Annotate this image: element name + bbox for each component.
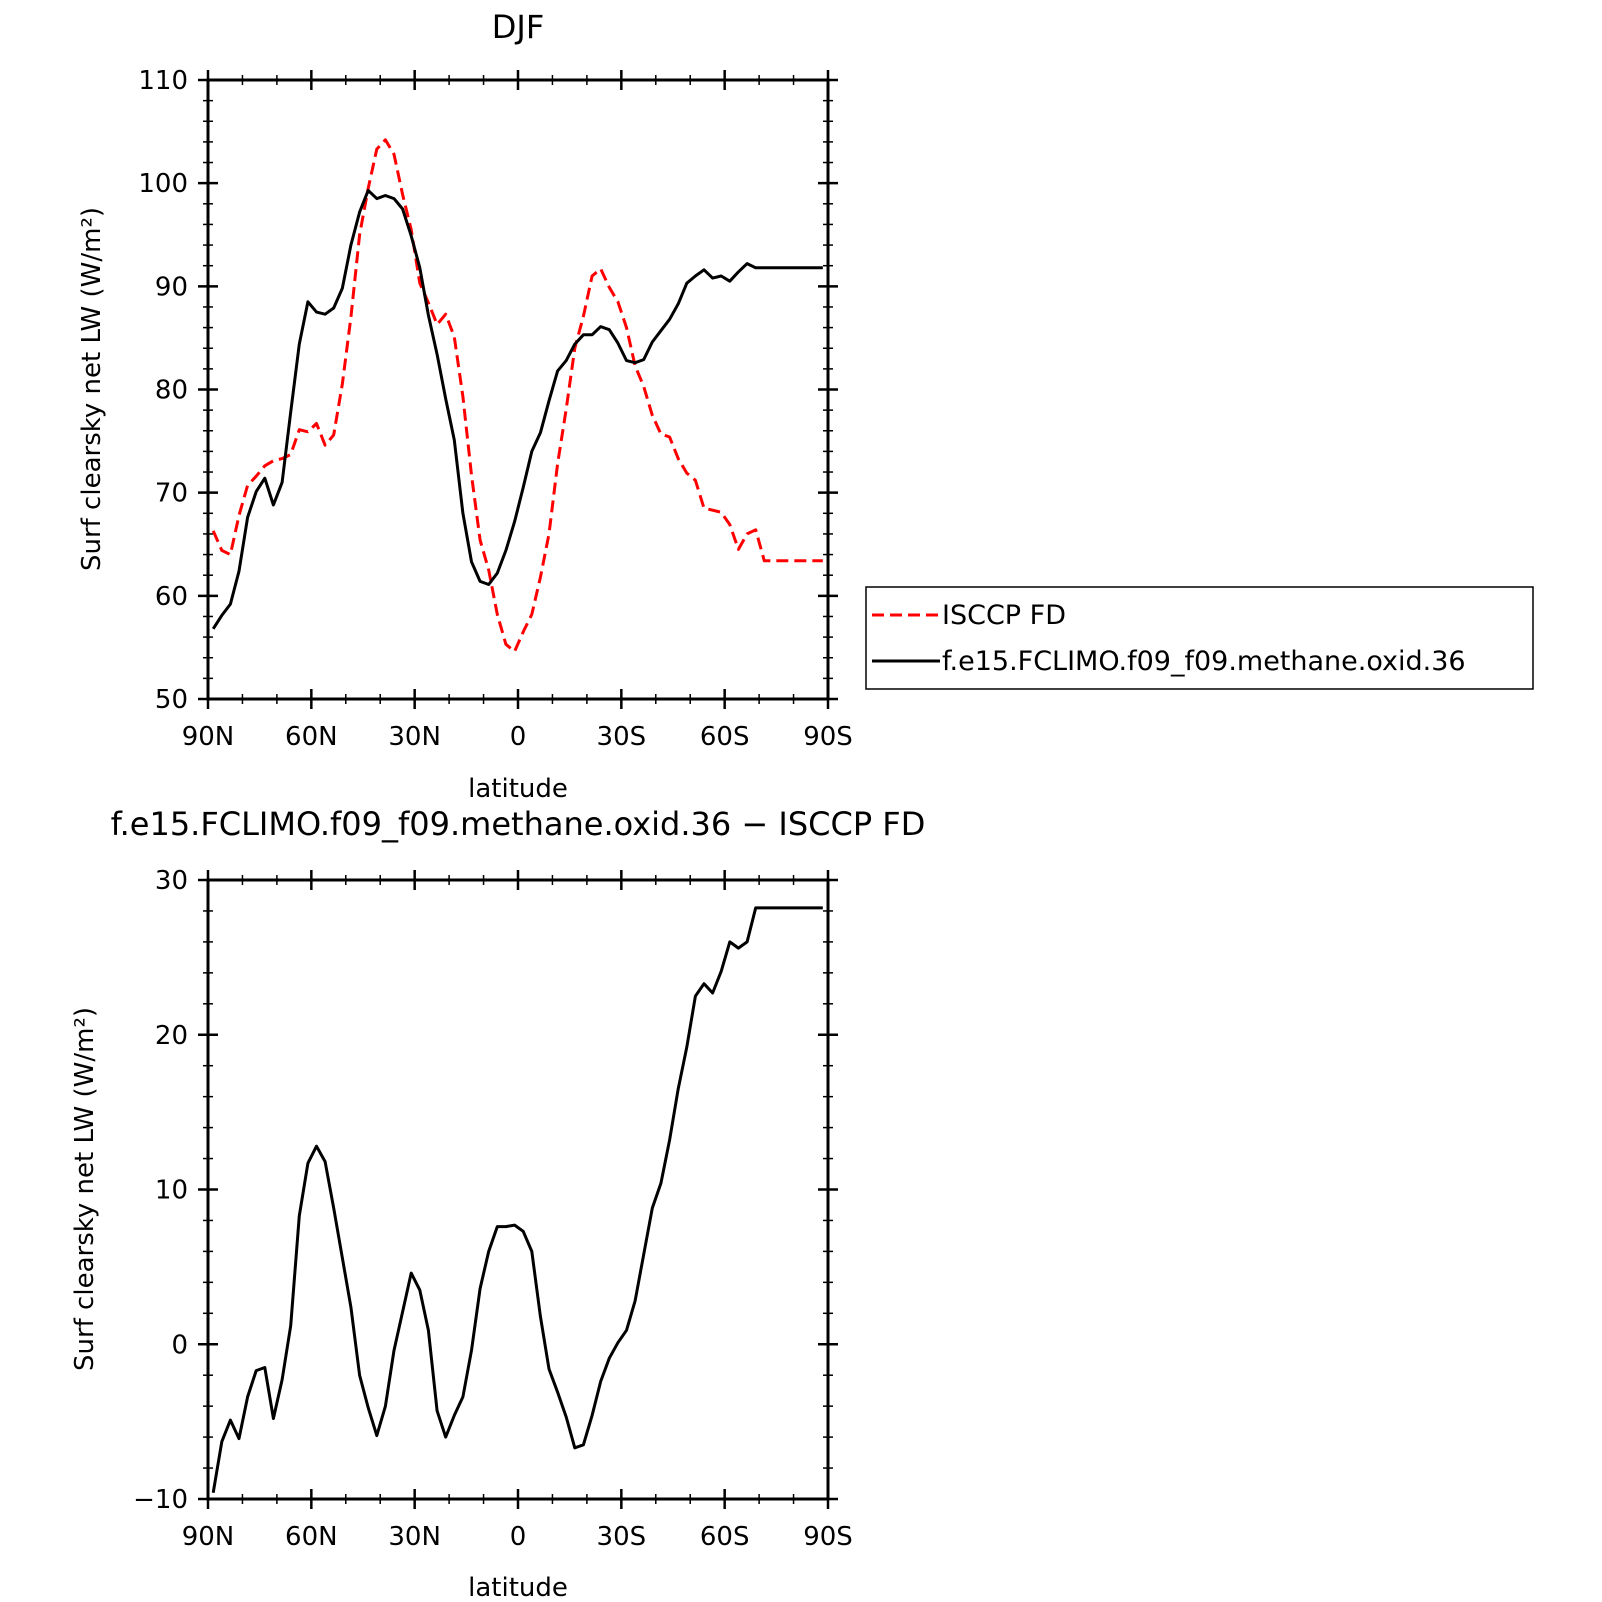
- legend-box: [865, 586, 1534, 690]
- bottom-y-tick-label: 0: [171, 1330, 188, 1360]
- legend-label-isccp: ISCCP FD: [942, 600, 1066, 631]
- top-y-tick-label: 60: [155, 582, 188, 612]
- top-x-axis-title: latitude: [468, 774, 568, 804]
- top-plot-frame: [206, 78, 830, 701]
- top-y-tick-label: 70: [155, 479, 188, 509]
- legend-label-model: f.e15.FCLIMO.f09_f09.methane.oxid.36: [942, 646, 1466, 677]
- bottom-x-tick-label: 30N: [388, 1522, 441, 1552]
- top-y-axis-title: Surf clearsky net LW (W/m²): [77, 207, 107, 571]
- top-x-tick-label: 0: [510, 722, 527, 752]
- bottom-x-tick-label: 30S: [597, 1522, 647, 1552]
- bottom-x-tick-label: 90S: [803, 1522, 853, 1552]
- bottom-x-tick-label: 0: [510, 1522, 527, 1552]
- top-x-tick-label: 60N: [285, 722, 338, 752]
- top-x-tick-label: 30S: [597, 722, 647, 752]
- top-x-tick-label: 90S: [803, 722, 853, 752]
- top-x-tick-label: 30N: [388, 722, 441, 752]
- top-x-tick-label: 60S: [700, 722, 750, 752]
- bottom-x-tick-label: 60N: [285, 1522, 338, 1552]
- top-panel: DJF 50 60 70 80 90 100 110 90N 60N 30N 0 30S 60S 90S…: [77, 8, 1534, 804]
- bottom-plot-frame: [206, 878, 830, 1501]
- top-series-group: [211, 138, 823, 653]
- top-y-tick-label: 80: [155, 376, 188, 406]
- top-chart-title: DJF: [492, 8, 544, 46]
- bottom-y-tick-label: 20: [155, 1021, 188, 1051]
- top-x-tick-label: 90N: [182, 722, 235, 752]
- bottom-y-axis-title: Surf clearsky net LW (W/m²): [70, 1007, 100, 1371]
- legend: ISCCP FD f.e15.FCLIMO.f09_f09.methane.ox…: [865, 586, 1534, 690]
- top-y-tick-label: 90: [155, 272, 188, 302]
- bottom-x-tick-label: 90N: [182, 1522, 235, 1552]
- bottom-series-group: [211, 906, 823, 1494]
- top-y-tick-label: 110: [138, 66, 188, 96]
- bottom-y-tick-label: 10: [155, 1176, 188, 1206]
- top-y-tick-labels: 50 60 70 80 90 100 110: [138, 66, 188, 715]
- bottom-x-tick-labels: 90N 60N 30N 0 30S 60S 90S: [182, 1522, 853, 1552]
- bottom-chart-title: f.e15.FCLIMO.f09_f09.methane.oxid.36 − I…: [111, 805, 926, 843]
- bottom-y-tick-label: 30: [155, 866, 188, 896]
- bottom-axis-ticks: [198, 870, 838, 1509]
- top-y-tick-label: 50: [155, 685, 188, 715]
- bottom-x-axis-title: latitude: [468, 1573, 568, 1602]
- top-y-tick-label: 100: [138, 169, 188, 199]
- top-x-tick-labels: 90N 60N 30N 0 30S 60S 90S: [182, 722, 853, 752]
- bottom-y-tick-labels: −10 0 10 20 30: [133, 866, 188, 1515]
- bottom-y-tick-label: −10: [133, 1485, 188, 1515]
- bottom-x-tick-label: 60S: [700, 1522, 750, 1552]
- bottom-panel: f.e15.FCLIMO.f09_f09.methane.oxid.36 − I…: [70, 805, 925, 1602]
- top-series-line-0: [211, 138, 823, 653]
- bottom-series-line-0: [211, 906, 823, 1494]
- top-series-line-1: [211, 188, 823, 630]
